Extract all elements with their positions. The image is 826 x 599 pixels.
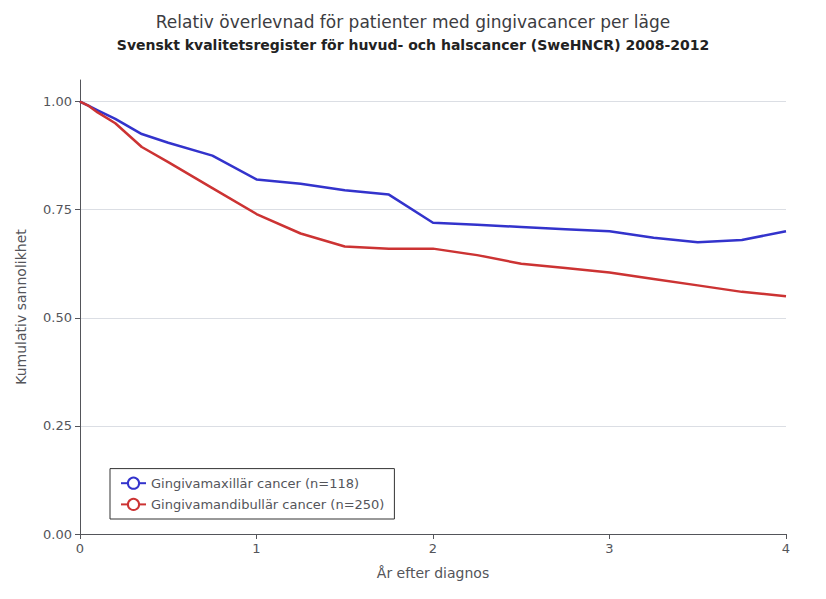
svg-text:3: 3 [605,541,613,556]
svg-text:Kumulativ sannolikhet: Kumulativ sannolikhet [13,229,29,385]
svg-text:1.00: 1.00 [43,94,72,109]
svg-text:0: 0 [76,541,84,556]
svg-text:1: 1 [252,541,260,556]
svg-text:Gingivamandibullär cancer (n=2: Gingivamandibullär cancer (n=250) [151,497,384,512]
svg-text:Relativ överlevnad för patient: Relativ överlevnad för patienter med gin… [156,12,670,32]
svg-text:Svenskt kvalitetsregister för: Svenskt kvalitetsregister för huvud- och… [117,37,709,53]
svg-text:4: 4 [782,541,790,556]
svg-text:0.50: 0.50 [43,310,72,325]
svg-text:Gingivamaxillär cancer (n=118): Gingivamaxillär cancer (n=118) [151,476,359,491]
svg-text:0.00: 0.00 [43,527,72,542]
svg-text:0.75: 0.75 [43,202,72,217]
svg-text:2: 2 [429,541,437,556]
svg-text:År efter diagnos: År efter diagnos [377,565,489,581]
svg-text:0.25: 0.25 [43,418,72,433]
